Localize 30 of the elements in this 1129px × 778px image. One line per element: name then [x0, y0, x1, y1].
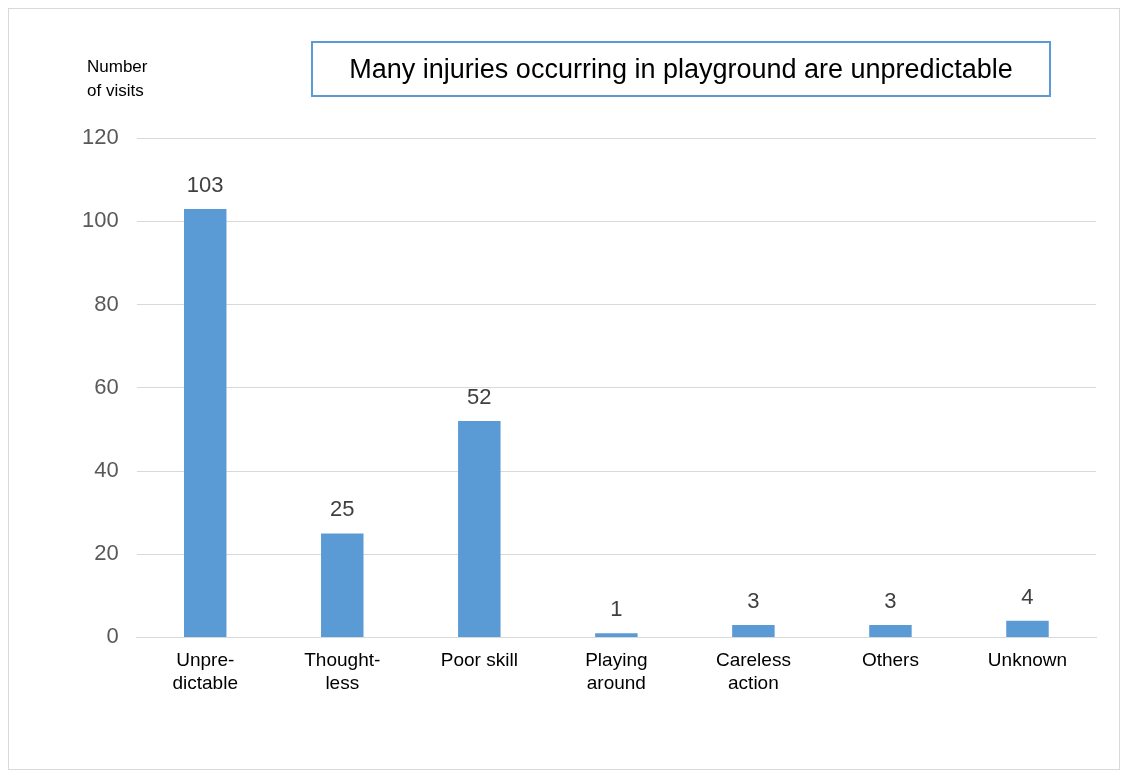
bar: [321, 533, 364, 637]
bar: [732, 624, 775, 637]
y-tick-label: 80: [94, 290, 119, 316]
bar: [595, 633, 638, 637]
x-tick-label: Careless action: [715, 649, 791, 693]
bar: [869, 624, 912, 637]
data-label: 103: [186, 171, 224, 197]
x-tick-label: Others: [861, 649, 919, 671]
y-tick-label: 100: [81, 207, 119, 233]
x-tick-label: Thought- less: [304, 649, 381, 693]
data-label: 4: [1021, 583, 1034, 609]
y-tick-label: 20: [94, 540, 119, 566]
y-tick-label: 40: [94, 457, 119, 483]
bar: [458, 421, 501, 637]
data-label: 3: [747, 587, 760, 613]
bar: [1006, 620, 1049, 637]
data-label: 3: [884, 587, 897, 613]
y-tick-label: 60: [94, 373, 119, 399]
y-tick-label: 0: [106, 623, 119, 649]
x-tick-label: Unpre- dictable: [172, 649, 238, 693]
text: Many injuries occurring in playground are unpredictable: [311, 41, 1051, 97]
data-label: 1: [610, 596, 623, 622]
bar: [183, 208, 227, 637]
data-label: 25: [330, 496, 355, 522]
x-tick-label: Poor skill: [440, 649, 518, 671]
x-tick-label: Playing around: [585, 649, 648, 693]
y-tick-label: 120: [81, 124, 119, 150]
y-axis-title: Number of visits: [87, 56, 148, 102]
data-label: 52: [467, 384, 492, 410]
x-tick-label: Unknown: [987, 649, 1068, 671]
